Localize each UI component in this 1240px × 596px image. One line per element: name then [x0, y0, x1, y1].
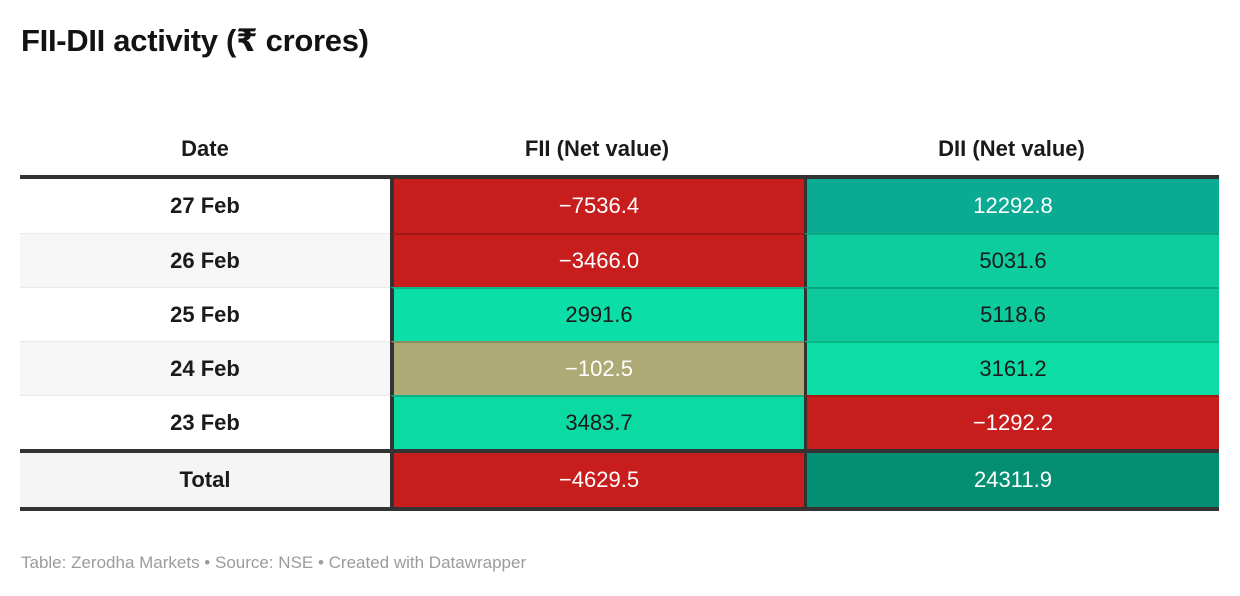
table-row: 24 Feb −102.5 3161.2	[20, 341, 1219, 395]
dii-value-cell: −1292.2	[804, 395, 1219, 449]
date-cell: 24 Feb	[20, 341, 390, 395]
table-total-row: Total −4629.5 24311.9	[20, 449, 1219, 511]
date-cell: 26 Feb	[20, 233, 390, 287]
table-header-row: Date FII (Net value) DII (Net value)	[20, 122, 1219, 179]
dii-value-cell: 24311.9	[804, 453, 1219, 507]
table-row: 23 Feb 3483.7 −1292.2	[20, 395, 1219, 449]
table-body: 27 Feb −7536.4 12292.8 26 Feb −3466.0 50…	[20, 179, 1219, 449]
fii-value-cell: −102.5	[390, 341, 804, 395]
column-header-fii: FII (Net value)	[524, 135, 670, 161]
date-cell: 23 Feb	[20, 395, 390, 449]
table-row: 25 Feb 2991.6 5118.6	[20, 287, 1219, 341]
table-row: 26 Feb −3466.0 5031.6	[20, 233, 1219, 287]
dii-value-cell: 5118.6	[804, 287, 1219, 341]
date-cell: 25 Feb	[20, 287, 390, 341]
date-cell: 27 Feb	[20, 179, 390, 233]
dii-value-cell: 12292.8	[804, 179, 1219, 233]
fii-value-cell: 2991.6	[390, 287, 804, 341]
date-cell: Total	[20, 453, 390, 507]
dii-value-cell: 5031.6	[804, 233, 1219, 287]
attribution-footer: Table: Zerodha Markets • Source: NSE • C…	[21, 553, 527, 572]
column-header-date: Date	[181, 135, 229, 161]
table-row: Total −4629.5 24311.9	[20, 453, 1219, 507]
fii-value-cell: 3483.7	[390, 395, 804, 449]
fii-value-cell: −3466.0	[390, 233, 804, 287]
fii-dii-table: Date FII (Net value) DII (Net value) 27 …	[20, 122, 1219, 511]
column-header-dii: DII (Net value)	[938, 135, 1085, 161]
page-title: FII-DII activity (₹ crores)	[21, 23, 369, 58]
fii-value-cell: −4629.5	[390, 453, 804, 507]
dii-value-cell: 3161.2	[804, 341, 1219, 395]
table-row: 27 Feb −7536.4 12292.8	[20, 179, 1219, 233]
fii-value-cell: −7536.4	[390, 179, 804, 233]
